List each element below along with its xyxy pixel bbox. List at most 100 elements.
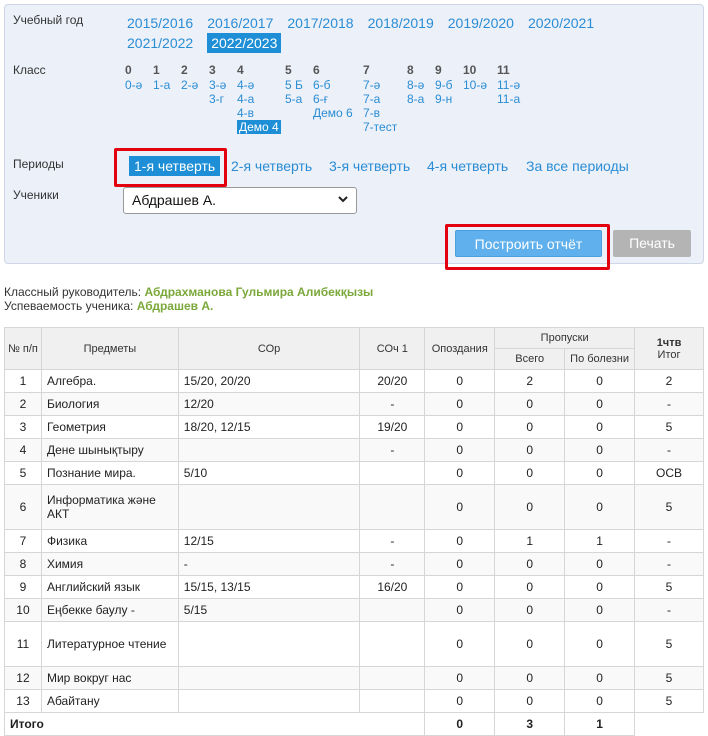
class-link[interactable]: 0-ә — [125, 78, 143, 92]
row-soch — [359, 461, 426, 485]
class-grade-heading: 5 — [285, 63, 292, 77]
row-soch: - — [359, 552, 426, 576]
class-link[interactable]: 9-б — [435, 78, 453, 92]
class-link[interactable]: 7-тест — [363, 120, 398, 134]
year-link[interactable]: 2015/2016 — [127, 15, 194, 31]
row-late: 0 — [424, 438, 496, 462]
row-subject: Английский язык — [40, 575, 179, 599]
class-link[interactable]: 3-г — [209, 92, 225, 106]
row-subject: Алгебра. — [40, 369, 179, 393]
row-num: 12 — [4, 666, 42, 690]
row-absences-ill: 0 — [564, 415, 636, 439]
table-row: 10 Еңбекке баулу -5/15 0 0 0- — [4, 598, 704, 622]
year-link[interactable]: 2020/2021 — [527, 15, 595, 31]
class-link[interactable]: 6-б — [313, 78, 331, 92]
class-link[interactable]: 7-а — [363, 92, 381, 106]
teacher-label: Классный руководитель: — [4, 285, 142, 299]
row-absences-total: 0 — [494, 575, 566, 599]
year-link[interactable]: 2021/2022 — [127, 35, 194, 51]
row-absences-ill: 0 — [564, 598, 636, 622]
row-absences-total: 0 — [494, 415, 566, 439]
class-link[interactable]: 6-ғ — [313, 92, 329, 106]
row-absences-ill: 0 — [564, 461, 636, 485]
row-absences-total: 1 — [494, 529, 566, 553]
student-select[interactable]: Абдрашев А. — [123, 187, 357, 214]
row-subject: Литературное чтение — [40, 621, 179, 667]
year-link[interactable]: 2019/2020 — [447, 15, 514, 31]
year-link[interactable]: 2022/2023 — [207, 33, 282, 53]
class-link[interactable]: 8-а — [407, 92, 425, 106]
row-soch: - — [359, 438, 426, 462]
row-num: 1 — [4, 369, 42, 393]
row-absences-ill: 0 — [564, 689, 636, 713]
class-grade-heading: 8 — [407, 63, 414, 77]
row-sor — [177, 438, 361, 462]
row-final-grade: - — [634, 438, 704, 462]
row-late: 0 — [424, 369, 496, 393]
period-link[interactable]: 1-я четверть — [129, 156, 221, 176]
table-row: 12 Мир вокруг нас 0 0 0 5 — [4, 666, 704, 690]
class-link[interactable]: 2-ә — [181, 78, 199, 92]
class-link[interactable]: Демо 4 — [237, 120, 281, 134]
report-info: Классный руководитель: Абдрахманова Гуль… — [4, 285, 373, 313]
row-absences-total: 0 — [494, 621, 566, 667]
table-row: 8 Химия - -0 0 0- — [4, 552, 704, 576]
class-grade-heading: 4 — [237, 63, 244, 77]
row-sor: 5/10 — [177, 461, 361, 485]
total-absences: 3 — [494, 712, 566, 736]
row-sor: - — [177, 552, 361, 576]
row-subject: Абайтану — [40, 689, 179, 713]
row-sor — [177, 621, 361, 667]
row-soch — [359, 689, 426, 713]
row-late: 0 — [424, 666, 496, 690]
class-link[interactable]: 3-ә — [209, 78, 227, 92]
class-link[interactable]: 7-в — [363, 106, 381, 120]
class-group: 6 6-б 6-ғ Демо 6 — [313, 63, 353, 120]
class-link[interactable]: 1-а — [153, 78, 171, 92]
row-sor — [177, 666, 361, 690]
row-num: 3 — [4, 415, 42, 439]
row-final-grade: - — [634, 529, 704, 553]
class-grade-heading: 3 — [209, 63, 216, 77]
row-num: 7 — [4, 529, 42, 553]
period-link[interactable]: За все периоды — [526, 158, 629, 174]
header-abs-total: Всего — [494, 348, 566, 370]
row-late: 0 — [424, 484, 496, 530]
class-link[interactable]: 11-а — [497, 92, 521, 106]
class-link[interactable]: 4-в — [237, 106, 255, 120]
row-subject: Еңбекке баулу - — [40, 598, 179, 622]
year-link[interactable]: 2018/2019 — [367, 15, 434, 31]
table-row: 6 Информатика және АКТ 0 0 0 5 — [4, 484, 704, 530]
build-report-button[interactable]: Построить отчёт — [455, 230, 602, 257]
class-group: 10 10-ә — [463, 63, 487, 92]
class-link[interactable]: 9-н — [435, 92, 453, 106]
row-sor: 5/15 — [177, 598, 361, 622]
row-sor: 12/15 — [177, 529, 361, 553]
class-link[interactable]: 5-а — [285, 92, 303, 106]
row-absences-ill: 1 — [564, 529, 636, 553]
class-link[interactable]: 8-ә — [407, 78, 425, 92]
row-absences-total: 0 — [494, 552, 566, 576]
class-link[interactable]: 7-ә — [363, 78, 381, 92]
table-row: 4 Дене шынықтыру -0 0 0- — [4, 438, 704, 462]
class-link[interactable]: Демо 6 — [313, 106, 353, 120]
header-final: 1чтв Итог — [634, 327, 704, 370]
period-link[interactable]: 3-я четверть — [329, 158, 411, 174]
class-link[interactable]: 4-а — [237, 92, 255, 106]
teacher-line: Классный руководитель: Абдрахманова Гуль… — [4, 285, 373, 299]
row-late: 0 — [424, 598, 496, 622]
class-link[interactable]: 11-ә — [497, 78, 521, 92]
period-link[interactable]: 4-я четверть — [427, 158, 509, 174]
class-link[interactable]: 10-ә — [463, 78, 488, 92]
period-link[interactable]: 2-я четверть — [231, 158, 313, 174]
class-link[interactable]: 5 Б — [285, 78, 303, 92]
student-label: Успеваемость ученика: — [4, 299, 134, 313]
year-link[interactable]: 2016/2017 — [207, 15, 274, 31]
year-link[interactable]: 2017/2018 — [287, 15, 354, 31]
print-button[interactable]: Печать — [613, 230, 691, 257]
row-late: 0 — [424, 689, 496, 713]
class-link[interactable]: 4-ә — [237, 78, 255, 92]
student-select-value: Абдрашев А. — [132, 192, 217, 208]
class-group: 7 7-ә 7-а 7-в 7-тест — [363, 63, 397, 134]
